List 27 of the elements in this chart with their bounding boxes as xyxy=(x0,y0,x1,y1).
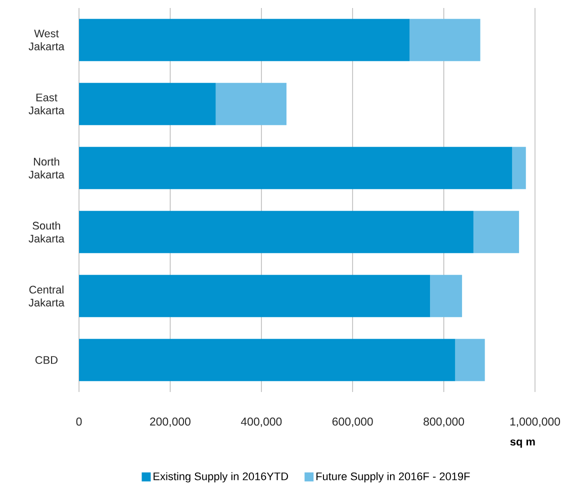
bar xyxy=(216,82,286,126)
bar xyxy=(79,146,512,190)
legend-label: Future Supply in 2016F - 2019F xyxy=(316,472,470,482)
y-tick-label: West Jakarta xyxy=(28,30,64,50)
bar xyxy=(79,338,456,382)
x-tick-label: 400,000 xyxy=(240,418,282,427)
bar xyxy=(512,146,526,190)
x-axis-title: sq m xyxy=(510,440,535,448)
bar xyxy=(455,338,485,382)
x-tick-label: 800,000 xyxy=(424,418,464,427)
x-tick-label: 1,000,000 xyxy=(510,418,560,427)
bar xyxy=(430,274,462,318)
bar xyxy=(79,18,410,62)
bar xyxy=(473,210,520,254)
y-tick-label: East Jakarta xyxy=(28,94,64,114)
x-tick-label: 200,000 xyxy=(150,418,190,427)
bar xyxy=(79,274,430,318)
bar xyxy=(79,82,216,126)
x-tick-label: 600,000 xyxy=(332,418,373,427)
bar xyxy=(410,18,480,62)
bar xyxy=(79,210,474,254)
y-tick-label: South Jakarta xyxy=(28,222,64,243)
legend-label: Existing Supply in 2016YTD xyxy=(154,472,288,482)
y-tick-label: North Jakarta xyxy=(28,158,64,179)
y-tick-label: CBD xyxy=(35,356,58,364)
y-tick-label: Central Jakarta xyxy=(28,286,64,307)
x-tick-label: 0 xyxy=(76,418,82,426)
